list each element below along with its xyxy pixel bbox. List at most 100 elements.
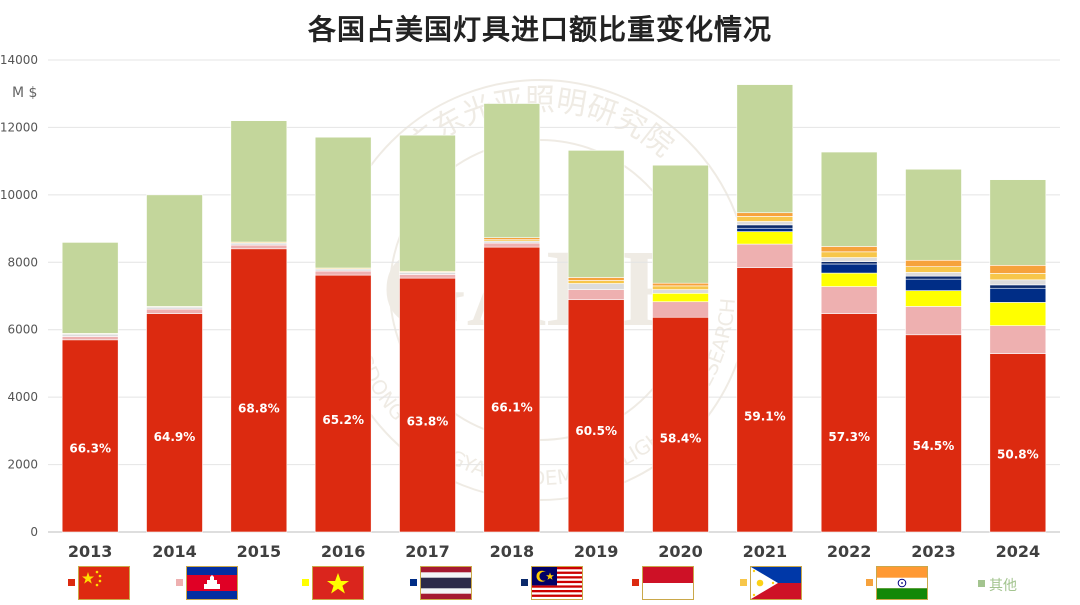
y-tick-label: 8000 xyxy=(7,255,38,269)
bar-segment-indonesia xyxy=(905,272,962,277)
x-tick-label: 2014 xyxy=(152,542,197,561)
bar-segment-indonesia xyxy=(989,279,1047,286)
x-tick-label: 2017 xyxy=(405,542,450,561)
x-tick-label: 2018 xyxy=(490,542,535,561)
bar-segment-china xyxy=(567,299,625,533)
y-tick-label: 12000 xyxy=(0,120,38,134)
thailand-flag-icon xyxy=(420,566,472,600)
bar-segment-china xyxy=(61,339,119,533)
cambodia-flag-icon xyxy=(186,566,238,600)
bar-segment-india xyxy=(905,259,962,267)
bar-segment-other xyxy=(820,151,878,247)
china-share-label: 64.9% xyxy=(154,430,196,444)
china-share-label: 68.8% xyxy=(238,401,280,415)
malaysia-flag-icon xyxy=(531,566,583,600)
bar-segment-indonesia xyxy=(567,283,625,290)
x-tick-label: 2019 xyxy=(574,542,619,561)
vietnam-flag-icon xyxy=(312,566,364,600)
x-tick-label: 2021 xyxy=(743,542,788,561)
china-share-label: 50.8% xyxy=(997,448,1039,462)
bar-segment-thailand xyxy=(736,227,794,232)
bar-segment-other xyxy=(736,84,794,214)
philippines-flag-icon xyxy=(750,566,802,600)
stacked-bar-chart: GALR 广东光亚照明研究院 GUANGDONG GUANGYA ACADEMY… xyxy=(0,53,1060,561)
legend-swatch xyxy=(740,579,747,586)
gridlines xyxy=(48,59,1060,533)
legend-swatch xyxy=(176,579,183,586)
bar-segment-vietnam xyxy=(820,272,878,287)
x-tick-label: 2020 xyxy=(658,542,703,561)
bar-segment-india xyxy=(820,246,878,253)
bar-segment-india xyxy=(483,237,541,240)
bar-segment-indonesia xyxy=(314,268,372,272)
bar-segment-other xyxy=(61,242,119,334)
legend-swatch xyxy=(521,579,528,586)
bar-segment-china xyxy=(652,316,709,533)
bar-segment-philippines xyxy=(989,273,1047,281)
bar-segment-other xyxy=(399,134,456,272)
legend-swatch xyxy=(866,579,873,586)
bar-segment-indonesia xyxy=(652,289,709,294)
bar-segment-indonesia xyxy=(146,306,203,310)
chart-title: 各国占美国灯具进口额比重变化情况 xyxy=(307,13,772,46)
bar-segment-other xyxy=(567,150,625,278)
bar-segment-thailand xyxy=(989,287,1047,303)
axes: 0 2000 4000 6000 8000 10000 12000 14000 M $ 2013 2… xyxy=(0,53,1040,561)
bar-segment-china xyxy=(989,353,1047,533)
bar-segment-cambodia xyxy=(399,274,456,279)
bar-segment-cambodia xyxy=(61,336,119,341)
bar-segment-vietnam xyxy=(989,302,1047,326)
bar-segment-china xyxy=(146,313,203,533)
china-share-label: 66.3% xyxy=(69,441,111,455)
bar-segment-cambodia xyxy=(567,289,625,301)
bar-segment-vietnam xyxy=(905,290,962,307)
bar-segment-cambodia xyxy=(736,243,794,268)
bar-segment-philippines xyxy=(820,251,878,258)
bar-segment-india xyxy=(989,265,1047,274)
bar-segment-vietnam xyxy=(736,231,794,245)
legend-swatch xyxy=(68,579,75,586)
bar-segment-malaysia xyxy=(989,284,1047,289)
legend-swatch xyxy=(410,579,417,586)
x-tick-label: 2023 xyxy=(911,542,956,561)
bar-segment-other xyxy=(314,136,372,269)
legend-swatch xyxy=(978,580,985,587)
china-share-label: 57.3% xyxy=(828,430,870,444)
bar-segment-india xyxy=(736,212,794,217)
bar-segment-other xyxy=(483,103,541,238)
bar-segment-cambodia xyxy=(820,286,878,314)
bar-segment-indonesia xyxy=(483,240,541,244)
bar-segment-india xyxy=(652,282,709,287)
y-tick-label: 4000 xyxy=(7,390,38,404)
bar-segment-china xyxy=(230,248,288,533)
bar-segment-cambodia xyxy=(905,306,962,336)
bar-segment-cambodia xyxy=(652,301,709,318)
bar-segment-china xyxy=(483,246,541,533)
china-share-label: 60.5% xyxy=(575,424,617,438)
y-tick-label: 2000 xyxy=(7,458,38,472)
bar-segment-vietnam xyxy=(652,293,709,303)
legend-swatch xyxy=(632,579,639,586)
x-tick-label: 2016 xyxy=(321,542,366,561)
bar-segment-philippines xyxy=(567,280,625,284)
bar-segment-china xyxy=(399,277,456,533)
bar-segment-china xyxy=(736,267,794,533)
bar-segment-philippines xyxy=(905,266,962,273)
bar-segment-other xyxy=(989,179,1047,266)
bar-segment-indonesia xyxy=(399,272,456,275)
x-tick-label: 2024 xyxy=(996,542,1041,561)
bar-segment-thailand xyxy=(820,263,878,274)
y-tick-label: 14000 xyxy=(0,53,38,67)
china-share-label: 58.4% xyxy=(660,432,702,446)
bar-segment-cambodia xyxy=(146,308,203,314)
legend-label-other: 其他 xyxy=(989,578,1017,594)
bar-segment-philippines xyxy=(652,285,709,290)
y-tick-label: 10000 xyxy=(0,188,38,202)
bar-segment-cambodia xyxy=(989,325,1047,354)
china-share-label: 63.8% xyxy=(407,414,449,428)
bar-segment-philippines xyxy=(736,216,794,222)
y-tick-label: 0 xyxy=(30,525,38,539)
bar-segment-malaysia xyxy=(736,224,794,229)
bar-segment-other xyxy=(230,120,288,243)
bar-segment-thailand xyxy=(905,278,962,291)
